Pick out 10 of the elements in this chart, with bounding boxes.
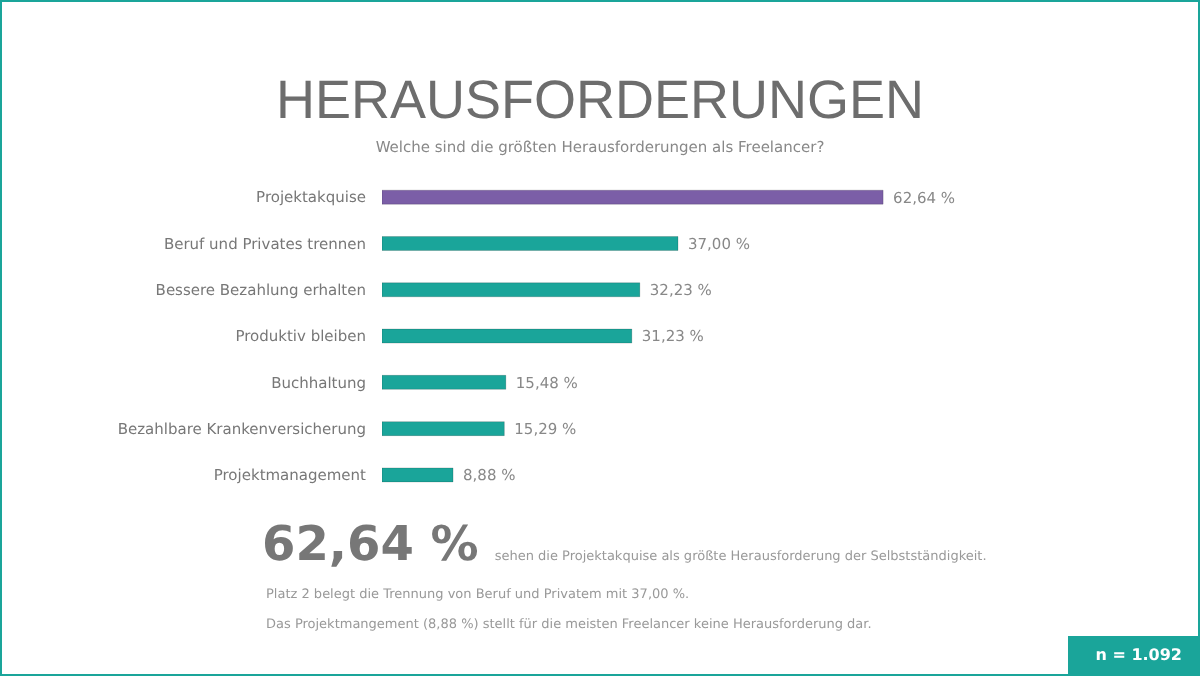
bar — [382, 328, 633, 344]
bar — [382, 467, 454, 483]
text: 62,64 % — [262, 516, 479, 572]
bar — [382, 282, 641, 298]
bar — [382, 235, 679, 251]
bar — [382, 189, 884, 205]
bar — [382, 374, 507, 390]
bar — [382, 421, 505, 437]
text: n = 1.092 — [1067, 636, 1198, 674]
chart-title: HERAUSFORDERUNGEN — [273, 70, 927, 132]
